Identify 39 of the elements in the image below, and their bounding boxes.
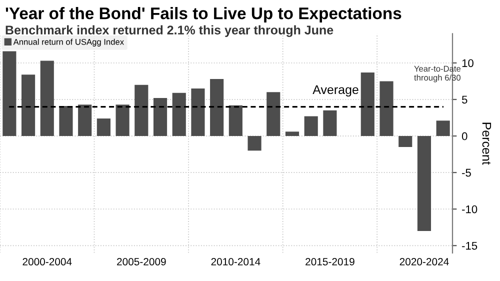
bar: [21, 74, 36, 136]
bar: [153, 98, 168, 136]
bar: [116, 104, 130, 136]
y-tick-label: -15: [462, 242, 478, 250]
bar: [417, 136, 432, 231]
y-tick-label: 5: [462, 96, 468, 104]
bar: [172, 92, 186, 136]
y-tick-label: 10: [462, 59, 474, 68]
x-tick-label: 2020-2024: [400, 258, 449, 266]
ref-line-label: Average: [312, 85, 358, 97]
bar: [304, 116, 318, 136]
y-tick-label: 0: [462, 132, 468, 140]
bar: [266, 92, 280, 136]
bar: [436, 120, 450, 136]
y-tick-label: -10: [462, 205, 478, 214]
bar: [360, 72, 374, 136]
bar: [78, 104, 92, 136]
bar: [248, 136, 262, 151]
y-tick-label: -5: [462, 168, 471, 177]
bar: [228, 105, 242, 136]
bar: [380, 81, 394, 136]
x-tick-label: 2005-2009: [117, 258, 166, 266]
bar: [323, 110, 337, 136]
legend-label: Annual return of USAgg Index: [13, 38, 124, 46]
bar: [40, 60, 54, 136]
bar: [285, 132, 300, 136]
chart-subtitle: Benchmark index returned 2.1% this year through June: [6, 25, 334, 37]
bar: [191, 88, 205, 136]
bar: [210, 79, 224, 136]
bar: [2, 51, 16, 136]
bar: [59, 106, 73, 136]
bar: [96, 118, 110, 136]
bar: [398, 136, 412, 147]
x-tick-label: 2015-2019: [306, 258, 354, 266]
x-tick-label: 2000-2004: [22, 258, 72, 266]
bar: [134, 84, 148, 136]
chart-title: 'Year of the Bond' Fails to Live Up to Expectations: [6, 7, 402, 23]
y-axis-title: Percent: [482, 122, 492, 165]
x-tick-label: 2010-2014: [211, 258, 260, 266]
